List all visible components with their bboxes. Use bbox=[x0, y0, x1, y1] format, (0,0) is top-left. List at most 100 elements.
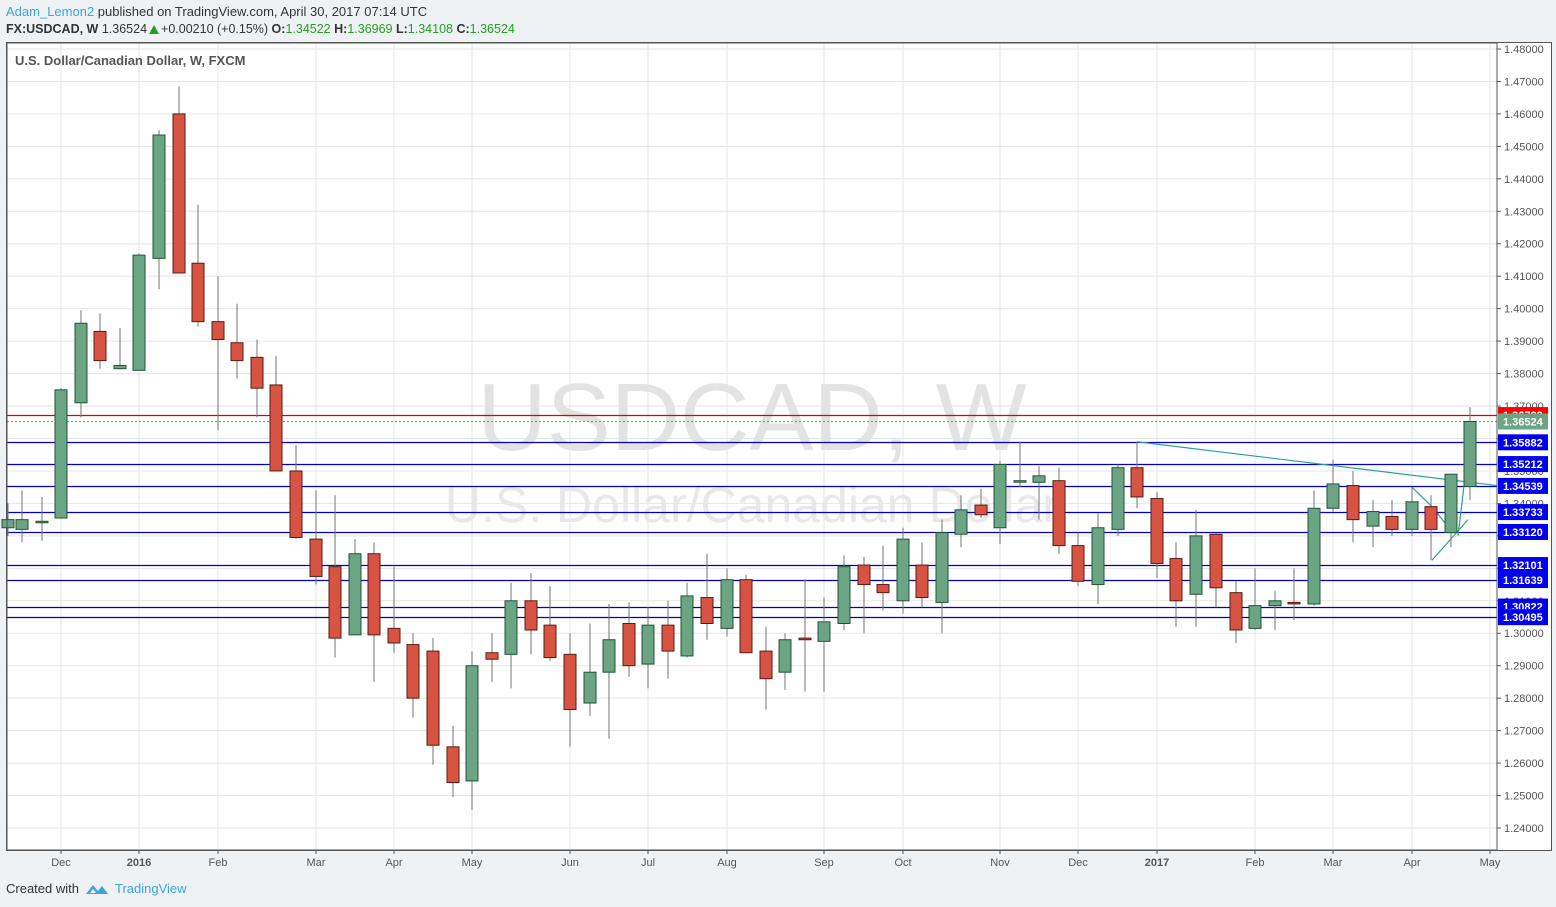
candle-body bbox=[485, 652, 499, 660]
candle-body bbox=[837, 566, 851, 625]
tradingview-logo-icon bbox=[85, 884, 108, 894]
author-link[interactable]: Adam_Lemon2 bbox=[6, 4, 95, 19]
bullish-candle bbox=[1, 503, 15, 536]
price-label-text: 1.31639 bbox=[1503, 575, 1543, 587]
candle-body bbox=[1307, 507, 1321, 605]
bearish-candle bbox=[876, 545, 890, 611]
high-label: H: bbox=[334, 22, 348, 36]
candle-body bbox=[1326, 483, 1340, 509]
bullish-candle bbox=[465, 651, 479, 811]
x-tick-label: Feb bbox=[1246, 857, 1265, 869]
bullish-candle bbox=[1248, 568, 1262, 630]
bullish-candle bbox=[504, 582, 518, 689]
bullish-candle bbox=[837, 555, 851, 630]
bearish-candle bbox=[93, 313, 107, 369]
y-tick-label: 1.43000 bbox=[1504, 206, 1544, 218]
tradingview-link[interactable]: TradingView bbox=[114, 881, 187, 896]
candle-body bbox=[778, 639, 792, 673]
low-value: 1.34108 bbox=[407, 22, 453, 36]
watermark-symbol: USDCAD, W bbox=[477, 364, 1027, 471]
bullish-candle bbox=[1032, 466, 1046, 520]
bearish-candle bbox=[1071, 532, 1085, 587]
y-tick-label: 1.24000 bbox=[1504, 823, 1544, 835]
bullish-candle bbox=[1463, 407, 1477, 500]
price-label-text: 1.32101 bbox=[1503, 560, 1543, 572]
bullish-candle bbox=[348, 539, 362, 636]
y-tick-label: 1.44000 bbox=[1504, 174, 1544, 186]
bearish-candle bbox=[446, 725, 460, 798]
price-label-text: 1.36524 bbox=[1503, 416, 1544, 428]
price-axis[interactable]: 1.48000 1.47000 1.46000 1.45000 1.44000 1.430… bbox=[1497, 44, 1548, 835]
candle-body bbox=[1091, 527, 1105, 586]
bearish-candle bbox=[406, 633, 420, 718]
price-label-badge bbox=[1498, 557, 1548, 574]
candle-body bbox=[172, 113, 186, 274]
trendline[interactable] bbox=[1457, 485, 1465, 536]
candle-body bbox=[1150, 498, 1164, 564]
candle-body bbox=[720, 579, 734, 629]
bullish-candle bbox=[1307, 490, 1321, 606]
y-tick-label: 1.47000 bbox=[1504, 76, 1544, 88]
candle-body bbox=[759, 650, 773, 680]
candle-body bbox=[1444, 473, 1458, 534]
bullish-candle bbox=[720, 568, 734, 637]
candle-body bbox=[387, 627, 401, 644]
candle-body bbox=[289, 470, 303, 538]
bullish-candle bbox=[1111, 464, 1125, 536]
bullish-candle bbox=[993, 461, 1007, 544]
candle-body bbox=[583, 671, 597, 704]
bullish-candle bbox=[1013, 441, 1027, 488]
y-tick-label: 1.27000 bbox=[1504, 726, 1544, 738]
bullish-candle bbox=[583, 623, 597, 717]
candle-body bbox=[132, 254, 146, 371]
candle-body bbox=[54, 389, 68, 519]
bullish-candle bbox=[1091, 513, 1105, 605]
candle-body bbox=[15, 519, 29, 530]
candle-body bbox=[1013, 480, 1027, 483]
trendline[interactable] bbox=[1136, 441, 1498, 487]
candle-body bbox=[563, 653, 577, 711]
candle-body bbox=[1385, 515, 1399, 530]
bullish-candle bbox=[896, 527, 910, 614]
candle-body bbox=[935, 532, 949, 603]
candle-body bbox=[543, 624, 557, 659]
x-tick-label: Aug bbox=[717, 857, 737, 869]
price-label-text: 1.34539 bbox=[1503, 481, 1543, 493]
candle-body bbox=[954, 509, 968, 535]
candle-body bbox=[1032, 475, 1046, 483]
candle-body bbox=[1169, 558, 1183, 602]
trendline[interactable] bbox=[1431, 519, 1469, 561]
bearish-candle bbox=[1424, 495, 1438, 561]
bullish-candle bbox=[954, 495, 968, 548]
candle-body bbox=[1209, 533, 1223, 589]
created-with-text: Created with bbox=[6, 881, 79, 896]
x-tick-label: Nov bbox=[990, 857, 1010, 869]
bearish-candle bbox=[289, 444, 303, 540]
candle-body bbox=[1130, 467, 1144, 498]
candle-body bbox=[348, 553, 362, 636]
candle-body bbox=[1248, 605, 1262, 629]
candle-body bbox=[680, 595, 694, 657]
x-tick-label: Jul bbox=[641, 857, 655, 869]
trendline[interactable] bbox=[1411, 486, 1433, 508]
time-axis[interactable]: Dec 2016 Feb Mar Apr May Jun Jul Aug Sep Oct Nov Dec… bbox=[51, 850, 1501, 869]
bearish-candle bbox=[230, 303, 244, 379]
y-tick-label: 1.28000 bbox=[1504, 693, 1544, 705]
bullish-candle bbox=[1366, 500, 1380, 548]
bearish-candle bbox=[211, 276, 225, 431]
candle-body bbox=[622, 623, 636, 667]
price-label-text: 1.35212 bbox=[1503, 459, 1543, 471]
bullish-candle bbox=[113, 328, 127, 370]
bearish-candle bbox=[543, 586, 557, 661]
bearish-candle bbox=[1346, 470, 1360, 543]
bearish-candle bbox=[857, 556, 871, 634]
y-tick-label: 1.26000 bbox=[1504, 758, 1544, 770]
bearish-candle bbox=[1287, 568, 1301, 621]
price-label-badge bbox=[1498, 523, 1548, 540]
bearish-candle bbox=[524, 573, 538, 655]
bearish-candle bbox=[661, 600, 675, 679]
bearish-candle bbox=[1385, 500, 1399, 536]
candle-body bbox=[35, 520, 49, 524]
bullish-candle bbox=[641, 607, 655, 689]
